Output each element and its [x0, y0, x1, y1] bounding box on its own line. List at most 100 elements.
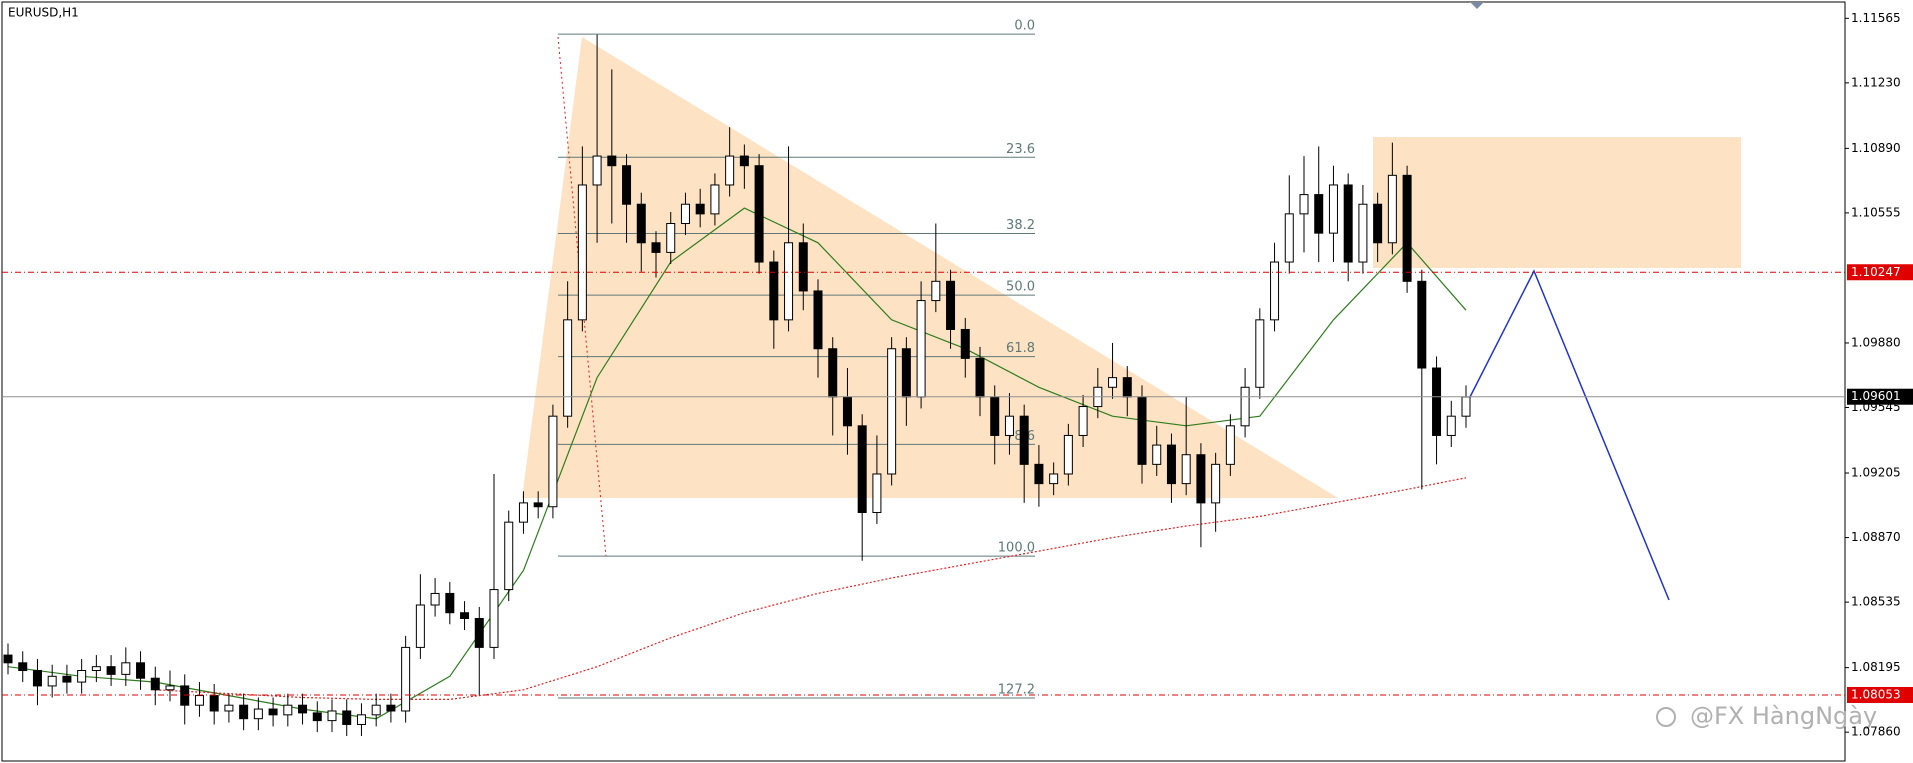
- chart-title: EURUSD,H1: [8, 6, 79, 20]
- candle-body: [1255, 319, 1265, 388]
- candle-body: [77, 670, 87, 683]
- candle-body: [1461, 396, 1471, 417]
- price-label: 1.09601: [1851, 389, 1901, 403]
- y-tick-label: 1.08870: [1851, 530, 1901, 544]
- y-tick-label: 1.11230: [1851, 75, 1901, 89]
- candle-body: [887, 348, 897, 475]
- candle-body: [651, 242, 661, 253]
- y-tick-label: 1.10890: [1851, 141, 1901, 155]
- plot-frame: [1, 1, 1846, 762]
- candle-body: [857, 425, 867, 514]
- candle-body: [739, 155, 749, 167]
- triangle-zone: [522, 37, 1338, 498]
- candle-body: [253, 708, 263, 720]
- price-label-box: [1847, 388, 1913, 405]
- candle-body: [106, 666, 116, 675]
- candle-body: [1328, 184, 1338, 234]
- candle-body: [1211, 463, 1221, 504]
- y-tick-label: 1.11565: [1851, 11, 1901, 25]
- candle-body: [990, 396, 1000, 436]
- candle-body: [1417, 280, 1427, 369]
- y-tick-label: 1.08195: [1851, 660, 1901, 674]
- candle-body: [666, 223, 676, 253]
- candle-body: [1196, 454, 1206, 504]
- candle-body: [283, 704, 293, 716]
- candle-body: [1019, 415, 1029, 465]
- fib-label: 23.6: [1006, 142, 1035, 157]
- candle-body: [548, 415, 558, 508]
- candle-body: [1314, 194, 1324, 234]
- candle-body: [209, 695, 219, 712]
- candle-body: [224, 704, 234, 712]
- fib-label: 61.8: [1006, 341, 1035, 356]
- candle-body: [710, 184, 720, 215]
- candle-body: [960, 328, 970, 359]
- candle-body: [460, 612, 470, 619]
- supply-zone: [1373, 137, 1741, 268]
- candle-body: [1225, 425, 1235, 465]
- candle-body: [975, 357, 985, 398]
- candle-body: [725, 155, 735, 186]
- price-label: 1.10247: [1851, 265, 1901, 279]
- candle-body: [401, 646, 411, 712]
- candle-body: [1152, 444, 1162, 465]
- candle-body: [1122, 377, 1132, 398]
- candle-body: [1034, 463, 1044, 485]
- shift-marker: [1470, 2, 1484, 9]
- candle-body: [622, 165, 632, 205]
- candle-body: [1049, 473, 1059, 485]
- candle-body: [798, 242, 808, 292]
- candle-body: [1446, 415, 1456, 436]
- candle-body: [445, 592, 455, 614]
- candle-body: [47, 675, 57, 687]
- candle-body: [194, 695, 204, 706]
- candle-body: [813, 290, 823, 350]
- candle-body: [695, 203, 705, 215]
- candle-body: [165, 685, 175, 691]
- candle-body: [1284, 213, 1294, 263]
- candle-body: [592, 155, 602, 186]
- candle-body: [150, 677, 160, 691]
- candle-body: [784, 242, 794, 321]
- candle-body: [1343, 184, 1353, 263]
- fib-label: 0.0: [1014, 19, 1035, 34]
- candle-body: [577, 184, 587, 321]
- candle-body: [607, 155, 617, 167]
- watermark: @FX HàngNgày: [1690, 702, 1877, 730]
- candle-body: [268, 708, 278, 716]
- candle-body: [32, 670, 42, 687]
- candle-body: [1358, 203, 1368, 263]
- candle-body: [504, 521, 514, 591]
- y-tick-label: 1.09880: [1851, 335, 1901, 349]
- candle-body: [769, 261, 779, 321]
- candle-body: [828, 348, 838, 398]
- candle-body: [1240, 386, 1250, 427]
- candle-body: [946, 280, 956, 330]
- candle-body: [680, 203, 690, 225]
- fib-label: 100.0: [998, 541, 1035, 556]
- candle-body: [3, 654, 13, 664]
- candle-body: [636, 203, 646, 244]
- candle-body: [327, 710, 337, 722]
- candle-body: [901, 348, 911, 398]
- candle-body: [239, 704, 249, 720]
- candle-body: [430, 592, 440, 606]
- candle-body: [1387, 174, 1397, 244]
- y-tick-label: 1.10555: [1851, 205, 1901, 219]
- candle-body: [180, 685, 190, 706]
- candle-body: [1063, 434, 1073, 475]
- candle-body: [754, 165, 764, 263]
- candle-body: [298, 704, 308, 714]
- price-label-box: [1847, 264, 1913, 281]
- candle-body: [563, 319, 573, 417]
- projection-path: [1469, 269, 1670, 601]
- candle-body: [415, 604, 425, 648]
- candle-body: [1181, 454, 1191, 485]
- series-layer: 1.115651.112301.108901.105551.098801.095…: [2, 11, 1913, 739]
- candle-body: [91, 666, 101, 672]
- y-tick-label: 1.07860: [1851, 725, 1901, 739]
- candle-body: [931, 280, 941, 302]
- candle-body: [342, 710, 352, 725]
- watermark-icon: [1656, 707, 1676, 727]
